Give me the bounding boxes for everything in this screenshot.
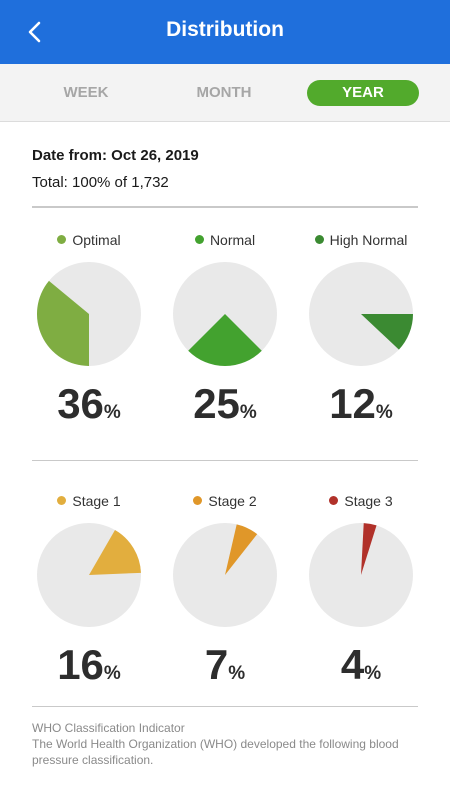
pie-chart <box>37 262 141 366</box>
pie-slice <box>225 524 258 575</box>
legend-item: Stage 2 <box>157 493 293 509</box>
pie-chart <box>309 262 413 366</box>
legend-dot-icon <box>57 496 67 505</box>
pie-slice <box>37 280 89 366</box>
pie-slice <box>89 529 141 575</box>
legend-item: High Normal <box>293 232 429 248</box>
pie-chart <box>173 523 277 627</box>
percent-value: 25% <box>193 380 257 427</box>
footer-title: WHO Classification Indicator <box>32 721 185 735</box>
legend-item: Stage 3 <box>293 493 429 509</box>
legend-item: Optimal <box>21 232 157 248</box>
legend-dot-icon <box>194 235 204 244</box>
pie-chart <box>173 262 277 366</box>
date-from-label: Date from: Oct 26, 2019 <box>32 147 199 164</box>
percent-value: 36% <box>57 380 121 427</box>
legend-item: Normal <box>157 232 293 248</box>
period-tabs: WEEK MONTH YEAR <box>0 64 450 122</box>
percent-value: 7% <box>204 641 246 688</box>
pie-slice <box>188 314 262 366</box>
legend-dot-icon <box>314 235 324 244</box>
percent-value: 4% <box>340 641 382 688</box>
footer-text: The World Health Organization (WHO) deve… <box>32 737 399 767</box>
who-info: WHO Classification Indicator The World H… <box>32 720 418 768</box>
percent-value: 12% <box>329 380 393 427</box>
divider <box>32 206 418 208</box>
legend-item: Stage 1 <box>21 493 157 509</box>
pie-chart <box>309 523 413 627</box>
divider <box>32 460 418 461</box>
pie-slice <box>361 314 413 350</box>
top-app-bar: Distribution <box>0 0 450 64</box>
page-title: Distribution <box>166 18 284 41</box>
legend-dot-icon <box>193 496 203 505</box>
total-label: Total: 100% of 1,732 <box>32 174 169 191</box>
tab-week[interactable]: WEEK <box>63 84 109 101</box>
divider <box>32 706 418 707</box>
tab-year[interactable]: YEAR <box>307 80 419 106</box>
legend-dot-icon <box>329 496 339 505</box>
pie-chart <box>37 523 141 627</box>
legend-dot-icon <box>57 235 67 244</box>
tab-month[interactable]: MONTH <box>196 84 252 101</box>
percent-value: 16% <box>57 641 121 688</box>
back-arrow-icon[interactable] <box>22 18 50 46</box>
pie-slice <box>361 523 377 575</box>
